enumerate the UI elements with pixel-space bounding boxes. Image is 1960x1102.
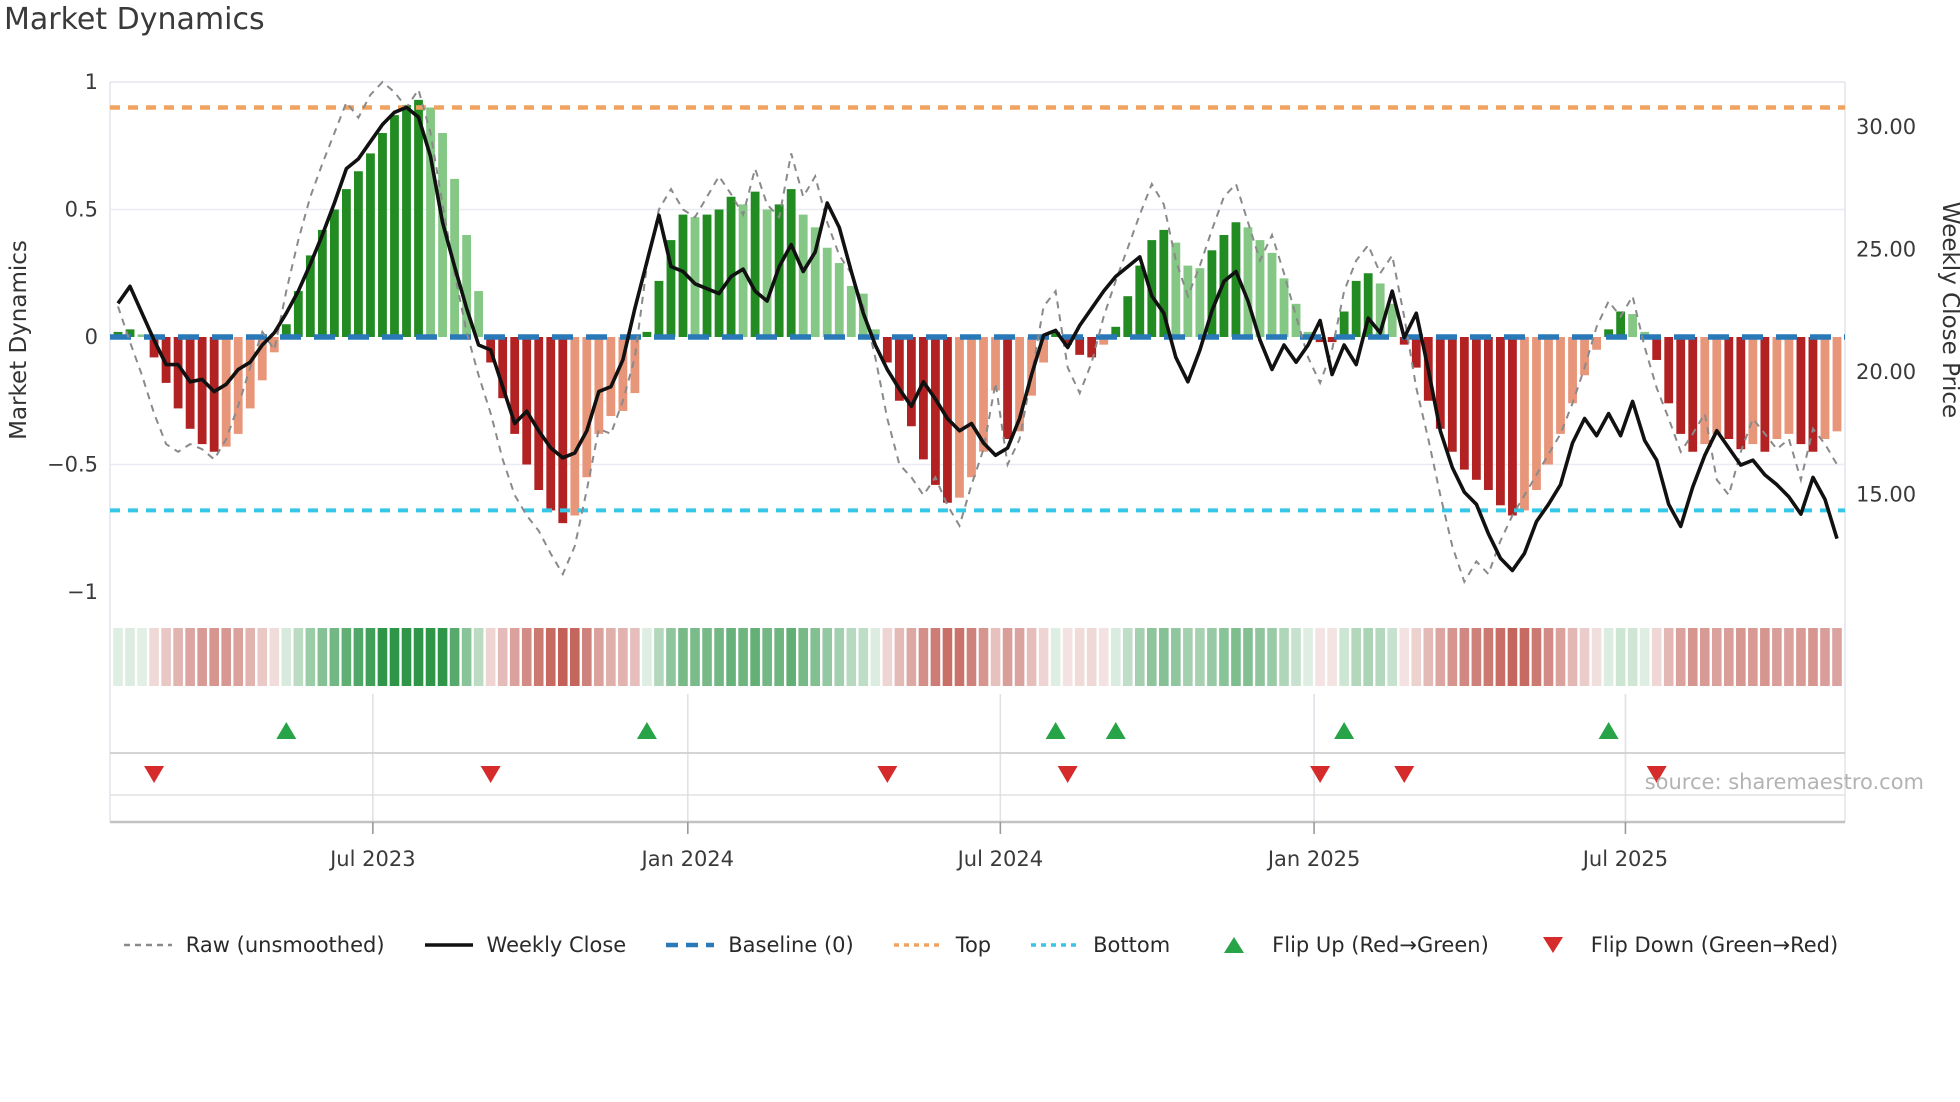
svg-text:Jul 2024: Jul 2024 [956, 847, 1043, 871]
legend: Raw (unsmoothed) Weekly Close Baseline (0)… [0, 933, 1960, 957]
top-line-swatch [892, 934, 944, 956]
legend-item-tri-up[interactable]: Flip Up (Red→Green) [1208, 933, 1489, 957]
flip-up-marker [276, 722, 297, 739]
raw-line-swatch [122, 934, 174, 956]
flip-up-marker [636, 722, 657, 739]
legend-item-tri-down[interactable]: Flip Down (Green→Red) [1527, 933, 1838, 957]
svg-text:Jan 2025: Jan 2025 [1266, 847, 1361, 871]
heat-strip [113, 628, 1842, 686]
svg-text:0.5: 0.5 [65, 198, 98, 222]
legend-label: Baseline (0) [728, 933, 854, 957]
flip-up-marker [1334, 722, 1355, 739]
svg-text:−1: −1 [67, 580, 98, 604]
oscillator-bars [113, 99, 1842, 524]
legend-item-dash-blue[interactable]: Baseline (0) [664, 933, 854, 957]
flip-down-icon [1527, 934, 1579, 956]
bottom-line-swatch [1029, 934, 1081, 956]
legend-item-solid-black[interactable]: Weekly Close [423, 933, 627, 957]
source-credit: source: sharemaestro.com [1644, 770, 1924, 794]
legend-label: Flip Down (Green→Red) [1590, 933, 1839, 957]
svg-text:20.00: 20.00 [1856, 360, 1916, 384]
flip-down-marker [480, 766, 501, 783]
flip-up-marker [1105, 722, 1126, 739]
legend-label: Weekly Close [486, 933, 627, 957]
baseline-swatch [664, 934, 716, 956]
svg-text:Jan 2024: Jan 2024 [640, 847, 735, 871]
svg-text:15.00: 15.00 [1856, 483, 1916, 507]
svg-text:Weekly Close Price: Weekly Close Price [1937, 202, 1960, 418]
svg-text:25.00: 25.00 [1856, 238, 1916, 262]
svg-text:0: 0 [85, 325, 98, 349]
flip-down-marker [1646, 766, 1667, 783]
legend-item-dash-gray[interactable]: Raw (unsmoothed) [122, 933, 385, 957]
axis-labels: 1 0.5 0 −0.5 −1 30.00 25.00 20.00 15.00 Jul 2023 J… [6, 70, 1960, 871]
legend-label: Bottom [1093, 933, 1171, 957]
svg-text:30.00: 30.00 [1856, 115, 1916, 139]
legend-label: Raw (unsmoothed) [185, 933, 385, 957]
flip-up-marker [1598, 722, 1619, 739]
page-title: Market Dynamics [4, 2, 265, 37]
svg-text:1: 1 [85, 70, 98, 94]
weekly-close-swatch [423, 934, 475, 956]
flip-up-marker [1045, 722, 1066, 739]
flip-down-marker [1394, 766, 1415, 783]
main-chart[interactable]: 1 0.5 0 −0.5 −1 30.00 25.00 20.00 15.00 Jul 2023 J… [0, 0, 1960, 930]
raw-line [117, 80, 1838, 585]
flip-down-marker [877, 766, 898, 783]
reference-lines [110, 105, 1845, 513]
svg-text:Jul 2023: Jul 2023 [328, 847, 415, 871]
legend-label: Flip Up (Red→Green) [1272, 933, 1489, 957]
legend-item-dot-orange[interactable]: Top [892, 933, 991, 957]
flip-down-marker [1310, 766, 1331, 783]
svg-text:Market Dynamics: Market Dynamics [6, 240, 32, 440]
flip-down-marker [1057, 766, 1078, 783]
flip-markers [144, 722, 1667, 783]
legend-label: Top [955, 933, 992, 957]
flip-down-marker [144, 766, 165, 783]
legend-item-dot-cyan[interactable]: Bottom [1029, 933, 1170, 957]
svg-text:−0.5: −0.5 [47, 453, 98, 477]
flip-up-icon [1208, 934, 1260, 956]
svg-text:Jul 2025: Jul 2025 [1581, 847, 1668, 871]
weekly-close-line [116, 105, 1839, 573]
